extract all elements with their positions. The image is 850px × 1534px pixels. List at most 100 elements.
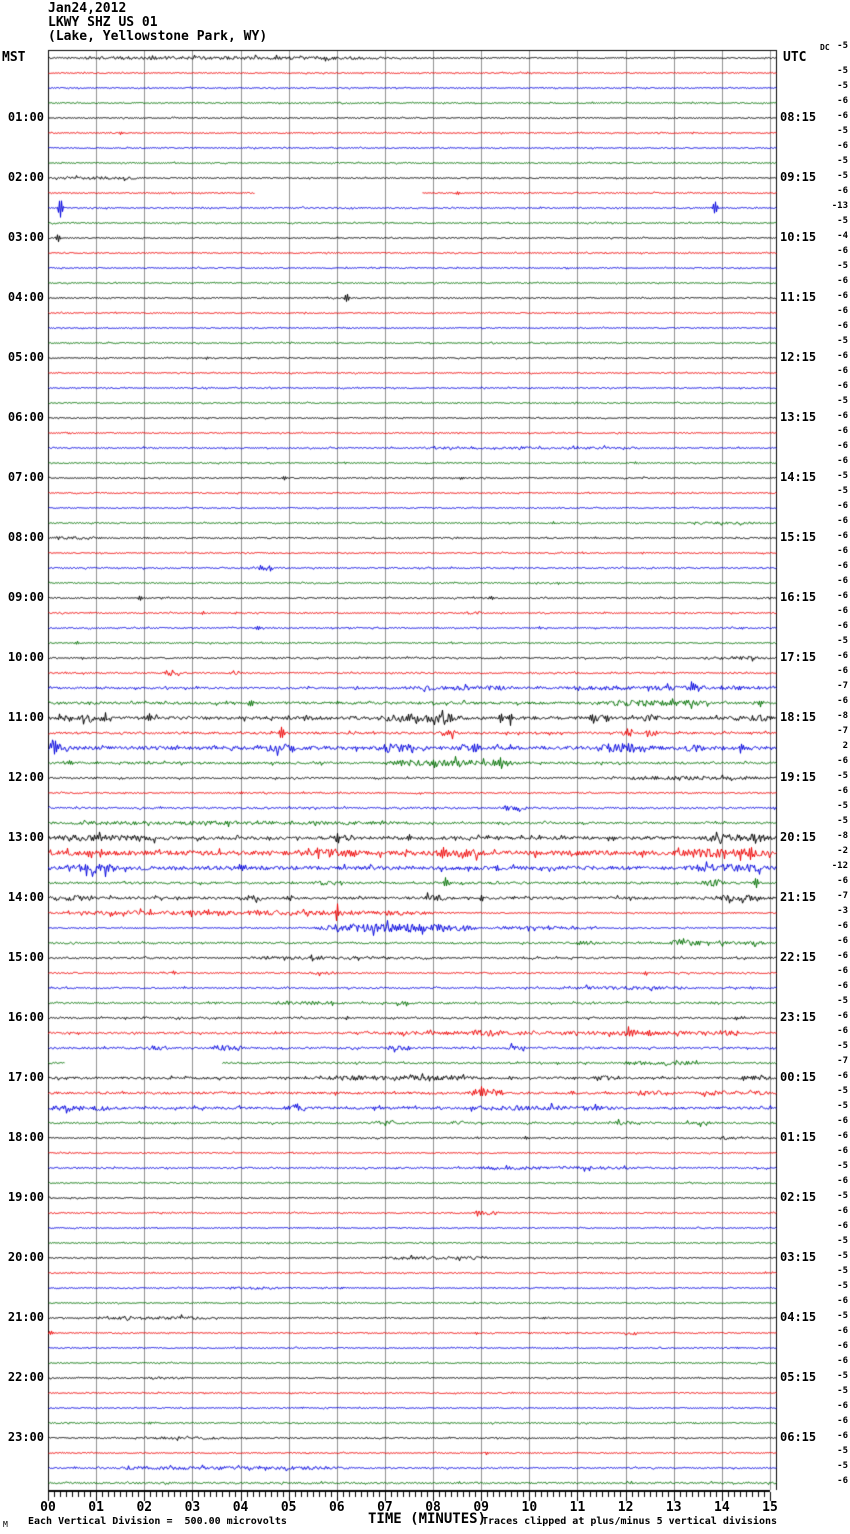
mst-hour-label: 06:00 [7, 410, 44, 424]
right-timezone-label: UTC [783, 50, 807, 65]
mst-hour-label: 22:00 [7, 1370, 44, 1384]
scale-note: Each Vertical Division = 500.00 microvol… [28, 1516, 287, 1527]
utc-hour-label: 08:15 [780, 110, 817, 124]
left-timezone-label: MST [2, 50, 26, 65]
dc-value: -5 [837, 126, 848, 136]
dc-value: -5 [837, 261, 848, 271]
dc-value: -5 [837, 801, 848, 811]
utc-hour-label: 18:15 [780, 710, 817, 724]
dc-value: -5 [837, 1161, 848, 1171]
dc-value: -6 [837, 576, 848, 586]
mst-hour-label: 01:00 [7, 110, 44, 124]
mst-hour-label: 15:00 [7, 950, 44, 964]
dc-value: -8 [837, 831, 848, 841]
utc-hour-label: 16:15 [780, 590, 817, 604]
utc-hour-label: 19:15 [780, 770, 817, 784]
dc-value: -5 [837, 396, 848, 406]
mst-hour-label: 07:00 [7, 470, 44, 484]
dc-value: -7 [837, 681, 848, 691]
mst-hour-label: 11:00 [7, 710, 44, 724]
dc-value: -6 [837, 291, 848, 301]
dc-value: -5 [837, 1086, 848, 1096]
utc-hour-label: 11:15 [780, 290, 817, 304]
mst-hour-label: 04:00 [7, 290, 44, 304]
dc-value: -6 [837, 666, 848, 676]
mst-hour-label: 17:00 [7, 1070, 44, 1084]
utc-hour-label: 15:15 [780, 530, 817, 544]
x-tick-label: 09 [473, 1500, 490, 1515]
x-tick-label: 10 [521, 1500, 538, 1515]
dc-value: -6 [837, 1416, 848, 1426]
utc-hour-label: 10:15 [780, 230, 817, 244]
dc-value: -5 [837, 1281, 848, 1291]
utc-hour-label: 01:15 [780, 1130, 817, 1144]
x-axis-title: TIME (MINUTES) [368, 1511, 487, 1527]
utc-hour-label: 00:15 [780, 1070, 817, 1084]
mst-hour-label: 20:00 [7, 1250, 44, 1264]
utc-hour-label: 14:15 [780, 470, 817, 484]
dc-value: -5 [837, 156, 848, 166]
dc-value: -5 [837, 1041, 848, 1051]
utc-hour-label: 17:15 [780, 650, 817, 664]
x-tick-label: 14 [714, 1500, 730, 1515]
dc-value: -8 [837, 711, 848, 721]
x-tick-label: 01 [88, 1500, 104, 1515]
x-tick-label: 00 [40, 1500, 56, 1515]
dc-value: -6 [837, 186, 848, 196]
dc-value: -5 [837, 81, 848, 91]
dc-value: -6 [837, 786, 848, 796]
dc-value: -7 [837, 726, 848, 736]
dc-value: -5 [837, 1461, 848, 1471]
dc-value: -6 [837, 1011, 848, 1021]
dc-value: -6 [837, 696, 848, 706]
dc-value: -6 [837, 921, 848, 931]
mst-hour-label: 21:00 [7, 1310, 44, 1324]
dc-value: -6 [837, 936, 848, 946]
utc-hour-label: 06:15 [780, 1430, 817, 1444]
corner-mark: M [3, 1520, 8, 1529]
dc-value: -3 [837, 906, 848, 916]
dc-value: -6 [837, 456, 848, 466]
dc-value: -6 [837, 1026, 848, 1036]
dc-value: -6 [837, 366, 848, 376]
x-tick-label: 08 [425, 1500, 441, 1515]
dc-value: -6 [837, 591, 848, 601]
dc-value: -5 [837, 471, 848, 481]
mst-hour-label: 10:00 [7, 650, 44, 664]
dc-value: -6 [837, 96, 848, 106]
dc-value: -5 [837, 1236, 848, 1246]
dc-value: -5 [837, 216, 848, 226]
dc-value: -6 [837, 381, 848, 391]
x-tick-label: 12 [617, 1500, 634, 1515]
dc-value: -6 [837, 1146, 848, 1156]
mst-hour-label: 09:00 [7, 590, 44, 604]
utc-hour-label: 23:15 [780, 1010, 817, 1024]
dc-value: -6 [837, 321, 848, 331]
dc-value: -5 [837, 816, 848, 826]
dc-value: -5 [837, 1446, 848, 1456]
utc-hour-label: 05:15 [780, 1370, 817, 1384]
x-tick-label: 13 [665, 1500, 682, 1515]
x-tick-label: 15 [762, 1500, 778, 1515]
dc-value: -6 [837, 441, 848, 451]
dc-value: -6 [837, 351, 848, 361]
x-tick-label: 06 [328, 1500, 345, 1515]
utc-hour-label: 20:15 [780, 830, 817, 844]
dc-value: -6 [837, 621, 848, 631]
dc-value: -6 [837, 1476, 848, 1486]
dc-value: -6 [837, 246, 848, 256]
dc-value: -5 [837, 1386, 848, 1396]
utc-hour-label: 02:15 [780, 1190, 817, 1204]
mst-hour-label: 03:00 [7, 230, 44, 244]
mst-hour-label: 18:00 [7, 1130, 44, 1144]
dc-value: -5 [837, 41, 848, 51]
dc-value: -6 [837, 516, 848, 526]
dc-value: -6 [837, 651, 848, 661]
dc-column-header: DC [820, 43, 830, 52]
mst-hour-label: 02:00 [7, 170, 44, 184]
mst-hour-label: 14:00 [7, 890, 44, 904]
dc-value: -6 [837, 1356, 848, 1366]
dc-value: -7 [837, 1056, 848, 1066]
x-tick-label: 05 [280, 1500, 297, 1515]
header-station: LKWY SHZ US 01 [48, 15, 158, 30]
